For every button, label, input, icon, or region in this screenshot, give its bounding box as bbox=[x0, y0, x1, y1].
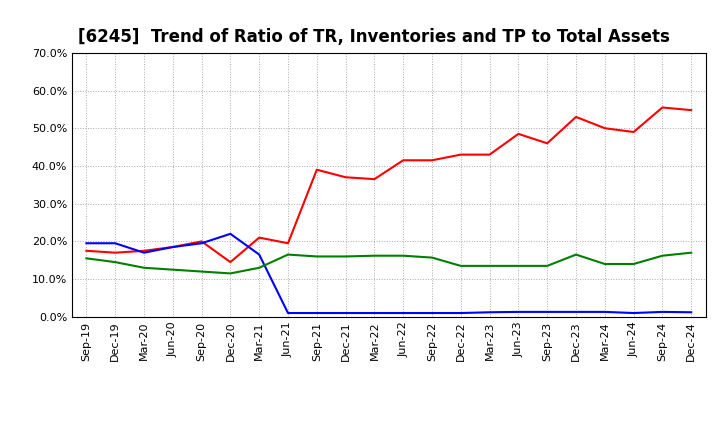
Inventories bbox=[543, 309, 552, 315]
Trade Payables bbox=[370, 253, 379, 258]
Trade Payables bbox=[658, 253, 667, 258]
Inventories bbox=[658, 309, 667, 315]
Trade Payables bbox=[543, 263, 552, 268]
Line: Trade Receivables: Trade Receivables bbox=[86, 107, 691, 262]
Trade Receivables bbox=[428, 158, 436, 163]
Trade Receivables bbox=[284, 241, 292, 246]
Trade Payables bbox=[284, 252, 292, 257]
Trade Receivables bbox=[543, 141, 552, 146]
Trade Receivables bbox=[111, 250, 120, 255]
Inventories bbox=[197, 241, 206, 246]
Trade Payables bbox=[456, 263, 465, 268]
Trade Payables bbox=[572, 252, 580, 257]
Inventories bbox=[284, 310, 292, 315]
Inventories bbox=[629, 310, 638, 315]
Trade Receivables bbox=[658, 105, 667, 110]
Trade Receivables bbox=[687, 107, 696, 113]
Trade Payables bbox=[111, 260, 120, 265]
Trade Payables bbox=[399, 253, 408, 258]
Inventories bbox=[341, 310, 350, 315]
Inventories bbox=[82, 241, 91, 246]
Inventories bbox=[456, 310, 465, 315]
Trade Payables bbox=[226, 271, 235, 276]
Trade Receivables bbox=[82, 248, 91, 253]
Inventories bbox=[255, 252, 264, 257]
Inventories bbox=[370, 310, 379, 315]
Inventories bbox=[111, 241, 120, 246]
Trade Payables bbox=[255, 265, 264, 271]
Trade Receivables bbox=[226, 260, 235, 265]
Inventories bbox=[399, 310, 408, 315]
Trade Receivables bbox=[514, 131, 523, 136]
Trade Receivables bbox=[168, 244, 177, 249]
Trade Receivables bbox=[197, 239, 206, 244]
Inventories bbox=[140, 250, 148, 255]
Inventories bbox=[600, 309, 609, 315]
Inventories bbox=[226, 231, 235, 236]
Text: [6245]  Trend of Ratio of TR, Inventories and TP to Total Assets: [6245] Trend of Ratio of TR, Inventories… bbox=[78, 28, 670, 46]
Trade Receivables bbox=[312, 167, 321, 172]
Trade Payables bbox=[514, 263, 523, 268]
Trade Payables bbox=[341, 254, 350, 259]
Trade Receivables bbox=[370, 176, 379, 182]
Trade Payables bbox=[687, 250, 696, 255]
Trade Payables bbox=[629, 261, 638, 267]
Trade Payables bbox=[485, 263, 494, 268]
Trade Receivables bbox=[629, 129, 638, 135]
Inventories bbox=[428, 310, 436, 315]
Inventories bbox=[485, 310, 494, 315]
Inventories bbox=[168, 244, 177, 249]
Inventories bbox=[312, 310, 321, 315]
Trade Receivables bbox=[485, 152, 494, 157]
Inventories bbox=[514, 309, 523, 315]
Trade Receivables bbox=[600, 125, 609, 131]
Trade Payables bbox=[197, 269, 206, 274]
Inventories bbox=[687, 310, 696, 315]
Trade Payables bbox=[168, 267, 177, 272]
Trade Payables bbox=[82, 256, 91, 261]
Line: Inventories: Inventories bbox=[86, 234, 691, 313]
Trade Receivables bbox=[456, 152, 465, 157]
Trade Receivables bbox=[255, 235, 264, 240]
Trade Payables bbox=[140, 265, 148, 271]
Trade Payables bbox=[600, 261, 609, 267]
Trade Receivables bbox=[399, 158, 408, 163]
Line: Trade Payables: Trade Payables bbox=[86, 253, 691, 273]
Trade Receivables bbox=[140, 248, 148, 253]
Trade Receivables bbox=[572, 114, 580, 120]
Trade Receivables bbox=[341, 175, 350, 180]
Trade Payables bbox=[312, 254, 321, 259]
Inventories bbox=[572, 309, 580, 315]
Trade Payables bbox=[428, 255, 436, 260]
